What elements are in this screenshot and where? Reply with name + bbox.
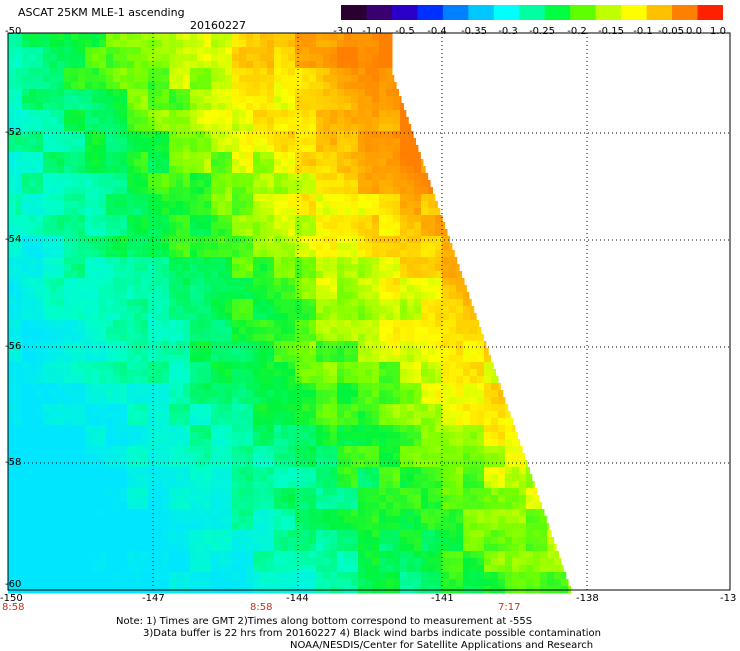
lon-label: -138 [576, 593, 599, 604]
wind-field-raster [8, 33, 571, 594]
lon-label: -144 [286, 593, 309, 604]
lat-label: -58 [5, 457, 21, 468]
measurement-time: 7:17 [498, 602, 520, 613]
measurement-time: 8:58 [2, 602, 24, 613]
note-line-2: 3)Data buffer is 22 hrs from 20160227 4)… [143, 628, 601, 639]
note-line-3: NOAA/NESDIS/Center for Satellite Applica… [290, 640, 593, 651]
lat-label: -52 [5, 127, 21, 138]
lon-label: -141 [431, 593, 454, 604]
lat-label: -60 [5, 579, 21, 590]
note-line-1: Note: 1) Times are GMT 2)Times along bot… [116, 616, 532, 627]
lat-label: -50 [5, 26, 21, 37]
lat-label: -56 [5, 341, 21, 352]
measurement-time: 8:58 [250, 602, 272, 613]
lat-label: -54 [5, 234, 21, 245]
lon-label: -147 [142, 593, 165, 604]
lon-label: -13 [720, 593, 736, 604]
